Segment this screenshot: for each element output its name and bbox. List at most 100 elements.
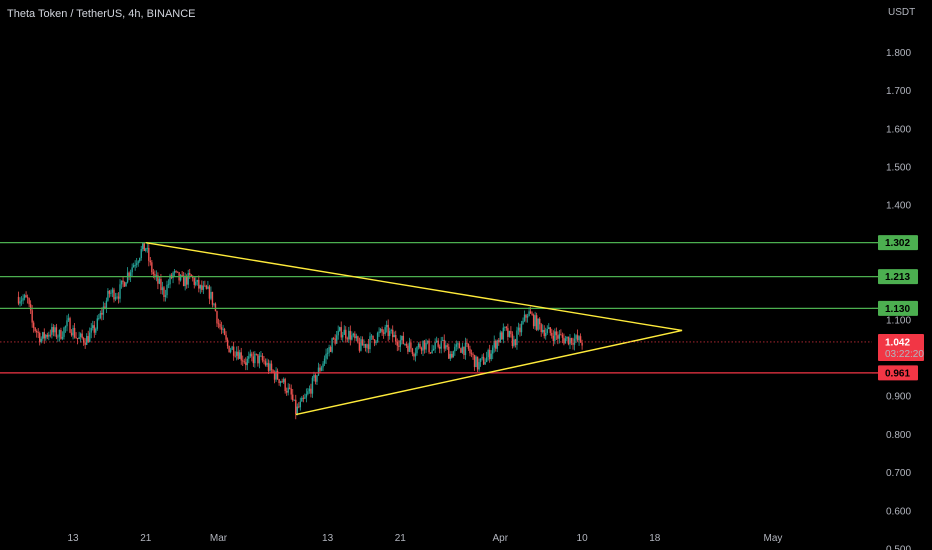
candle-body [352,333,355,336]
candle-body [326,352,329,354]
candle-body [334,338,336,344]
candle-body [169,275,171,285]
candle-body [498,340,500,343]
candle-body [329,347,332,352]
candle-body [461,346,464,353]
candle-body [222,328,224,330]
candle-body [181,275,183,276]
candle-body [331,338,333,352]
candle-body [355,336,358,339]
candle-body [198,279,200,289]
candle-body [531,313,533,315]
candle-body [49,334,52,336]
candle-body [235,351,238,356]
candle-body [460,348,462,353]
candle-body [110,292,112,294]
candle-body [104,306,106,309]
candle-body [375,341,377,344]
candle-body [349,330,352,340]
candle-body [452,351,455,358]
candle-body [348,330,350,340]
candle-body [508,330,511,337]
candle-body [214,303,217,312]
price-tick-label: 1.700 [886,86,911,97]
candle-body [52,327,55,333]
level-badge-0.961 [878,365,918,381]
candle-body [254,353,256,364]
candle-body [93,325,95,333]
candle-body [382,332,385,334]
candle-body [507,328,509,337]
candle-body [485,357,488,363]
candle-body [429,352,432,354]
candle-body [67,318,70,321]
candle-body [342,334,344,338]
candle-body [140,249,142,258]
candle-body [313,375,315,378]
candle-body [299,401,302,408]
candle-body [69,318,71,333]
candle-body [526,315,529,318]
candle-body [425,342,427,350]
candle-body [193,278,195,285]
candle-body [51,327,53,335]
candle-body [143,243,145,251]
candle-body [576,335,579,341]
time-tick-label: 21 [140,533,152,544]
candle-body [364,344,367,348]
time-axis: 13 21 Mar 13 21 Apr 10 18 May [67,533,782,544]
candle-body [263,360,265,362]
candle-body [84,342,86,345]
candle-body [470,353,473,355]
candle-body [205,285,208,289]
price-tick-label: 0.600 [886,506,911,517]
candle-body [285,391,288,393]
candle-body [75,337,77,339]
candle-body [287,387,289,393]
candle-body [513,339,515,346]
candle-body [190,274,192,277]
candle-body [295,399,297,415]
candle-body [43,332,45,339]
candle-body [135,263,138,265]
candle-body [410,342,412,349]
time-tick-label: 18 [649,533,661,544]
level-badge-1.302 [878,235,918,251]
level-badge-1.213 [878,269,918,285]
candle-body [131,267,133,273]
candle-body [232,346,235,356]
candles [17,242,583,420]
candle-body [228,345,230,353]
candle-body [372,335,374,340]
candle-body [125,282,127,287]
candle-body [552,335,555,341]
candle-body [73,328,76,338]
candle-body [476,356,479,370]
candle-body [48,334,50,337]
candle-body [484,362,486,365]
candle-body [570,338,573,343]
candle-body [307,391,309,395]
candle-body [245,362,247,366]
candle-body [558,334,561,339]
candle-body [578,336,580,341]
candle-body [396,341,398,346]
candle-body [239,352,241,359]
candle-body [346,338,348,340]
candle-body [260,355,262,357]
candle-body [393,335,395,338]
candle-body [167,284,170,286]
candle-body [25,295,27,298]
candle-body [363,344,365,346]
candle-body [478,362,480,370]
candle-body [40,338,42,343]
candle-body [55,327,58,338]
candle-body [496,340,498,349]
candle-body [398,345,400,347]
candle-body [517,327,520,331]
candle-body [92,325,94,329]
candle-body [532,314,535,327]
candle-body [395,335,397,342]
candle-body [189,272,191,275]
